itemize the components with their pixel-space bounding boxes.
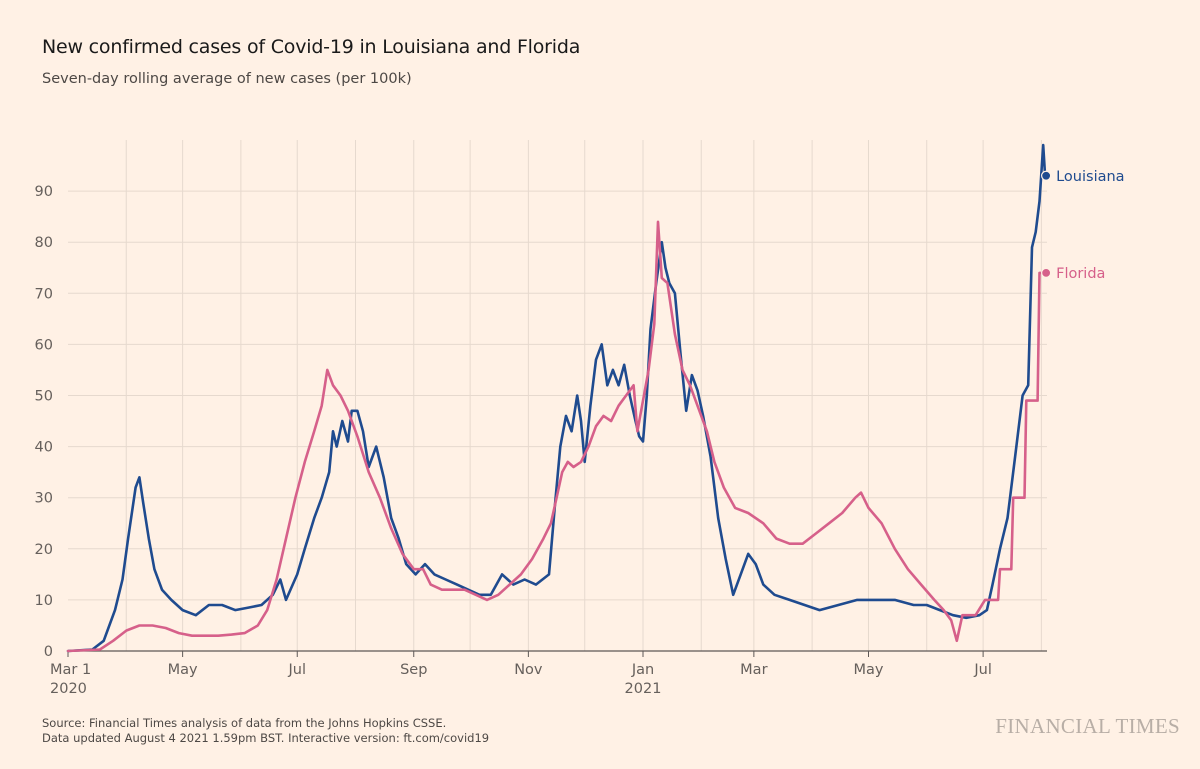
y-tick-label: 10 — [35, 593, 53, 609]
y-tick-label: 50 — [35, 389, 53, 405]
ft-logo: FINANCIAL TIMES — [995, 714, 1180, 738]
series-line-florida — [66, 220, 1047, 653]
x-tick-label: Sep — [400, 662, 427, 678]
series-line-louisiana — [66, 143, 1047, 653]
x-tick-label: Jul — [973, 662, 992, 678]
end-marker-florida — [1041, 267, 1052, 278]
series-lines — [66, 143, 1047, 653]
y-tick-label: 40 — [35, 440, 53, 456]
grid-lines — [68, 140, 1047, 652]
update-note: Data updated August 4 2021 1.59pm BST. I… — [42, 731, 490, 745]
series-label-florida: Florida — [1056, 266, 1105, 282]
chart-subtitle: Seven-day rolling average of new cases (… — [42, 71, 412, 87]
series-label-louisiana: Louisiana — [1056, 169, 1124, 185]
x-tick-label: Jul — [287, 662, 306, 678]
y-tick-label: 70 — [35, 286, 53, 302]
x-axis-ticks: Mar 1 2020 May Jul Sep Nov Jan 2021 Mar May Jul — [50, 651, 992, 697]
x-tick-label: Jan — [631, 662, 654, 678]
y-tick-label: 80 — [35, 235, 53, 251]
y-tick-label: 60 — [35, 337, 53, 353]
x-tick-label: May — [168, 662, 198, 678]
x-tick-label: May — [853, 662, 883, 678]
chart-title: New confirmed cases of Covid-19 in Louis… — [42, 36, 581, 58]
y-tick-label: 30 — [35, 491, 53, 507]
y-tick-label: 20 — [35, 542, 53, 558]
y-tick-label: 90 — [35, 184, 53, 200]
end-marker-louisiana — [1041, 170, 1052, 181]
source-note: Source: Financial Times analysis of data… — [42, 716, 447, 730]
x-tick-sublabel: 2020 — [50, 681, 87, 697]
y-tick-label: 0 — [44, 644, 53, 660]
x-tick-sublabel: 2021 — [625, 681, 662, 697]
chart-footer: Source: Financial Times analysis of data… — [42, 716, 489, 746]
series-end-labels: Louisiana Florida — [1041, 169, 1125, 282]
x-tick-label: Mar — [740, 662, 767, 678]
y-axis-ticks: 0 10 20 30 40 50 60 70 80 90 — [35, 184, 53, 660]
x-tick-label: Mar 1 — [50, 662, 91, 678]
x-tick-label: Nov — [514, 662, 543, 678]
